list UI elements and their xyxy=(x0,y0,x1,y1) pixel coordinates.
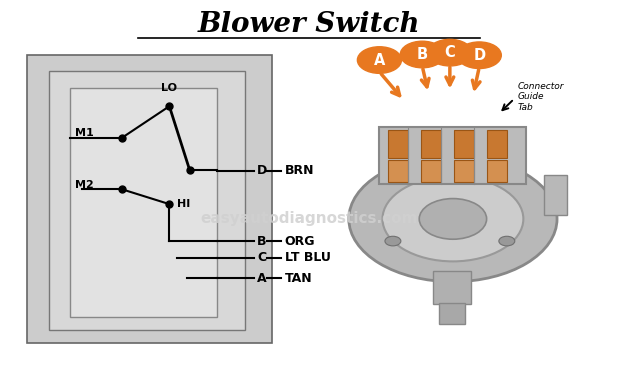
FancyBboxPatch shape xyxy=(70,88,217,317)
FancyBboxPatch shape xyxy=(379,126,527,184)
FancyBboxPatch shape xyxy=(439,303,465,324)
Text: HI: HI xyxy=(177,199,190,209)
FancyBboxPatch shape xyxy=(421,160,441,182)
FancyBboxPatch shape xyxy=(544,175,567,215)
Circle shape xyxy=(428,39,472,66)
Text: A: A xyxy=(257,272,266,285)
Circle shape xyxy=(383,176,523,261)
Circle shape xyxy=(499,236,515,246)
Text: Blower Switch: Blower Switch xyxy=(198,12,420,39)
Text: M2: M2 xyxy=(75,180,93,189)
FancyBboxPatch shape xyxy=(27,54,273,343)
Text: A: A xyxy=(374,53,385,68)
FancyBboxPatch shape xyxy=(454,130,475,158)
FancyBboxPatch shape xyxy=(486,160,507,182)
FancyBboxPatch shape xyxy=(49,71,245,330)
Text: D: D xyxy=(473,48,485,63)
Circle shape xyxy=(349,156,557,282)
Circle shape xyxy=(457,42,501,69)
Text: M1: M1 xyxy=(75,128,93,138)
Text: BRN: BRN xyxy=(284,164,314,177)
Circle shape xyxy=(385,236,401,246)
FancyBboxPatch shape xyxy=(421,130,441,158)
FancyBboxPatch shape xyxy=(433,271,472,304)
Text: LO: LO xyxy=(161,83,177,93)
FancyBboxPatch shape xyxy=(388,130,408,158)
Text: TAN: TAN xyxy=(284,272,312,285)
FancyBboxPatch shape xyxy=(454,160,475,182)
Text: LT BLU: LT BLU xyxy=(284,251,331,264)
Text: C: C xyxy=(444,45,455,60)
FancyBboxPatch shape xyxy=(486,130,507,158)
Text: C: C xyxy=(257,251,266,264)
FancyBboxPatch shape xyxy=(388,160,408,182)
Text: easyautodiagnostics.com: easyautodiagnostics.com xyxy=(200,211,418,226)
Text: ORG: ORG xyxy=(284,235,315,248)
Text: Connector
Guide
Tab: Connector Guide Tab xyxy=(517,82,564,112)
Text: D: D xyxy=(257,164,267,177)
Circle shape xyxy=(400,41,444,68)
Circle shape xyxy=(357,47,402,74)
Circle shape xyxy=(419,199,486,239)
Text: B: B xyxy=(417,47,428,62)
Text: B: B xyxy=(257,235,266,248)
